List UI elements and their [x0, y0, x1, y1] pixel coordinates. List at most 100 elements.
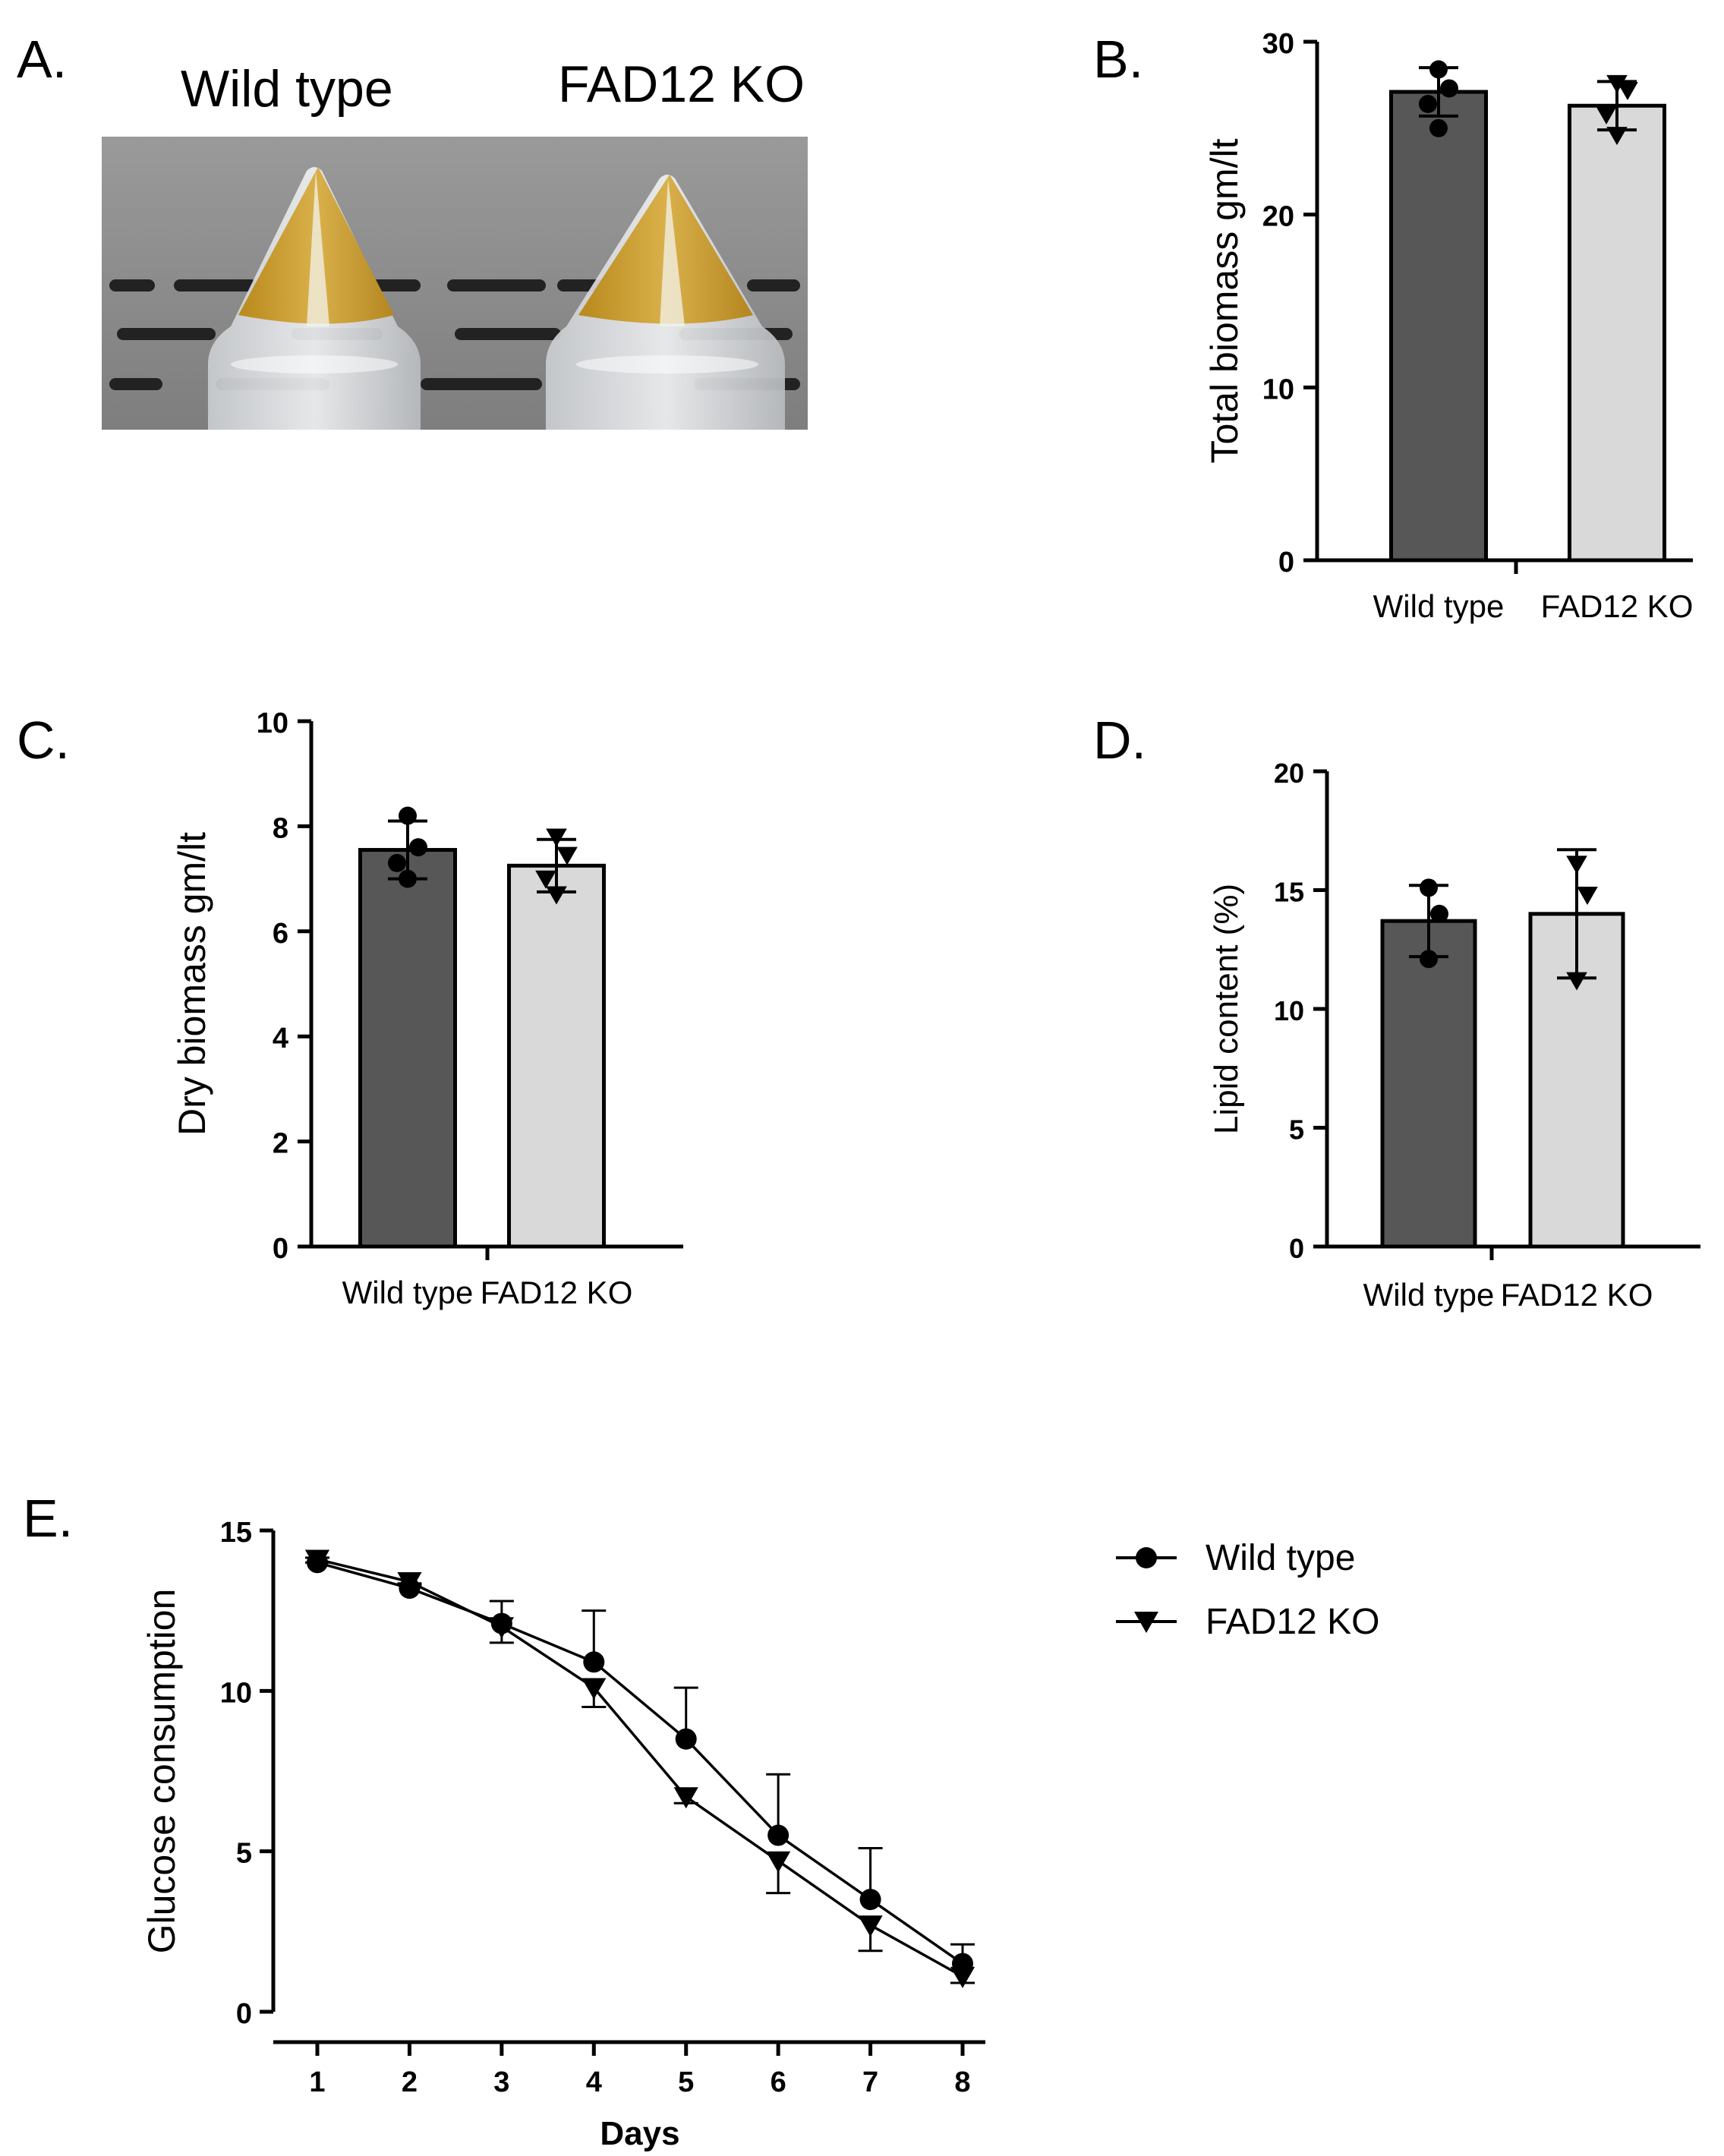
legend-marker-circle-icon [1136, 1547, 1157, 1568]
y-tick-label-2: 10 [1274, 995, 1304, 1026]
data-point-0-2 [1420, 950, 1438, 969]
bar-1 [507, 863, 606, 1249]
data-point-1-1 [1577, 886, 1598, 905]
data-point-0-3 [583, 1651, 605, 1673]
y-tick-label-1: 10 [1262, 374, 1294, 405]
series-line-0 [317, 1561, 963, 1965]
data-point-1-7 [950, 1966, 975, 1988]
legend-item-wild-type: Wild type [1116, 1538, 1355, 1578]
y-tick-label-3: 15 [1274, 877, 1304, 908]
data-point-1-6 [858, 1915, 883, 1937]
y-tick-label-0: 0 [236, 1998, 252, 2030]
chart-dry-biomass: 0 2 4 6 8 10 Dry biomass gm/lt Wild type FAD12 K… [171, 708, 683, 1310]
data-point-1-2 [1596, 106, 1617, 125]
panel-letter-b: B. [1093, 30, 1144, 89]
legend: Wild type FAD12 KO [1116, 1538, 1379, 1642]
data-point-0-1 [1440, 79, 1458, 98]
panel-letter-d: D. [1093, 711, 1146, 770]
y-axis-label: Lipid content (%) [1208, 884, 1245, 1134]
bar-0 [1380, 919, 1477, 1249]
y-tick-label-2: 10 [220, 1677, 252, 1709]
data-point-1-0 [546, 828, 567, 847]
y-tick-label-1: 2 [273, 1128, 288, 1160]
bar-0 [358, 848, 457, 1249]
data-point-0-2 [388, 853, 406, 872]
legend-marker-triangle-icon [1134, 1612, 1158, 1633]
x-category-label-0: Wild type [342, 1275, 474, 1310]
data-point-1-0 [1606, 74, 1628, 93]
x-category-label-0: Wild type [1373, 588, 1505, 624]
x-tick-label-3: 4 [586, 2066, 602, 2098]
panel-letter-c: C. [17, 711, 70, 770]
data-point-0-6 [859, 1889, 881, 1911]
data-point-1-2 [535, 870, 556, 889]
data-point-1-0 [1566, 856, 1587, 875]
photo-label-fad12-ko: FAD12 KO [558, 55, 805, 113]
x-category-label-0: Wild type [1363, 1277, 1495, 1313]
y-tick-label-0: 0 [1289, 1233, 1304, 1264]
data-point-0-5 [767, 1824, 790, 1846]
data-point-0-1 [409, 838, 427, 857]
x-category-label-1: FAD12 KO [1501, 1277, 1653, 1313]
y-tick-label-3: 6 [273, 918, 288, 950]
x-tick-label-0: 1 [309, 2066, 325, 2098]
y-axis-label: Total biomass gm/lt [1203, 138, 1246, 463]
chart-glucose-consumption: 0 5 10 15 1 2 3 4 5 6 7 8 Days Glucose consumption [140, 1517, 985, 2152]
y-tick-label-0: 0 [1278, 547, 1294, 578]
y-tick-label-0: 0 [273, 1233, 288, 1265]
data-point-1-2 [489, 1617, 514, 1639]
data-point-1-0 [304, 1549, 330, 1571]
y-tick-label-3: 15 [220, 1517, 252, 1549]
y-axis-label: Dry biomass gm/lt [171, 832, 213, 1136]
data-point-0-0 [1420, 878, 1438, 897]
y-tick-label-1: 5 [236, 1838, 252, 1870]
y-axis-label: Glucose consumption [140, 1589, 183, 1954]
series-line-1 [317, 1558, 963, 1978]
chart-lipid-content: 0 5 10 15 20 Lipid content (%) Wild type FAD12 … [1208, 758, 1700, 1313]
flask-fad12-ko [546, 175, 785, 430]
data-point-1-3 [581, 1678, 607, 1700]
data-point-1-1 [1617, 81, 1638, 100]
legend-label-wild-type: Wild type [1206, 1538, 1355, 1578]
data-point-1-1 [556, 846, 578, 865]
data-point-1-5 [766, 1851, 791, 1873]
flask-photo [102, 137, 808, 430]
y-tick-label-4: 20 [1274, 758, 1304, 789]
x-tick-label-1: 2 [402, 2066, 418, 2098]
y-tick-label-4: 8 [273, 812, 288, 844]
bar-0 [1389, 90, 1488, 563]
photo-label-wild-type: Wild type [181, 60, 393, 118]
data-point-0-1 [1430, 904, 1448, 923]
data-point-0-3 [1429, 118, 1448, 137]
data-point-1-1 [397, 1572, 422, 1594]
panel-letter-a: A. [17, 30, 68, 89]
legend-item-fad12-ko: FAD12 KO [1116, 1602, 1379, 1642]
y-tick-label-3: 30 [1262, 28, 1294, 60]
x-tick-label-2: 3 [493, 2066, 509, 2098]
data-point-1-3 [1606, 127, 1628, 146]
y-tick-label-1: 5 [1289, 1114, 1304, 1146]
data-point-0-4 [675, 1728, 697, 1750]
data-point-0-0 [399, 806, 417, 825]
x-category-label-1: FAD12 KO [481, 1275, 633, 1310]
x-tick-label-4: 5 [678, 2066, 694, 2098]
y-tick-label-5: 10 [257, 708, 288, 739]
x-tick-label-6: 7 [862, 2066, 878, 2098]
data-point-1-2 [1566, 972, 1587, 991]
flask-wild-type [208, 167, 421, 430]
y-tick-label-2: 20 [1262, 201, 1294, 233]
data-point-0-0 [1429, 60, 1448, 79]
panel-letter-e: E. [23, 1489, 74, 1548]
chart-total-biomass: 0 10 20 30 Total biomass gm/lt Wild type FAD12… [1203, 28, 1694, 624]
x-axis-label: Days [600, 2115, 679, 2152]
data-point-0-3 [399, 869, 417, 888]
bar-1 [1568, 103, 1666, 563]
x-tick-label-7: 8 [954, 2066, 970, 2098]
x-tick-label-5: 6 [771, 2066, 786, 2098]
x-category-label-1: FAD12 KO [1541, 588, 1694, 624]
legend-label-fad12-ko: FAD12 KO [1206, 1602, 1379, 1642]
y-tick-label-2: 4 [273, 1023, 288, 1054]
data-point-1-3 [546, 886, 567, 905]
data-point-1-4 [673, 1787, 698, 1809]
data-point-0-2 [1419, 94, 1437, 113]
